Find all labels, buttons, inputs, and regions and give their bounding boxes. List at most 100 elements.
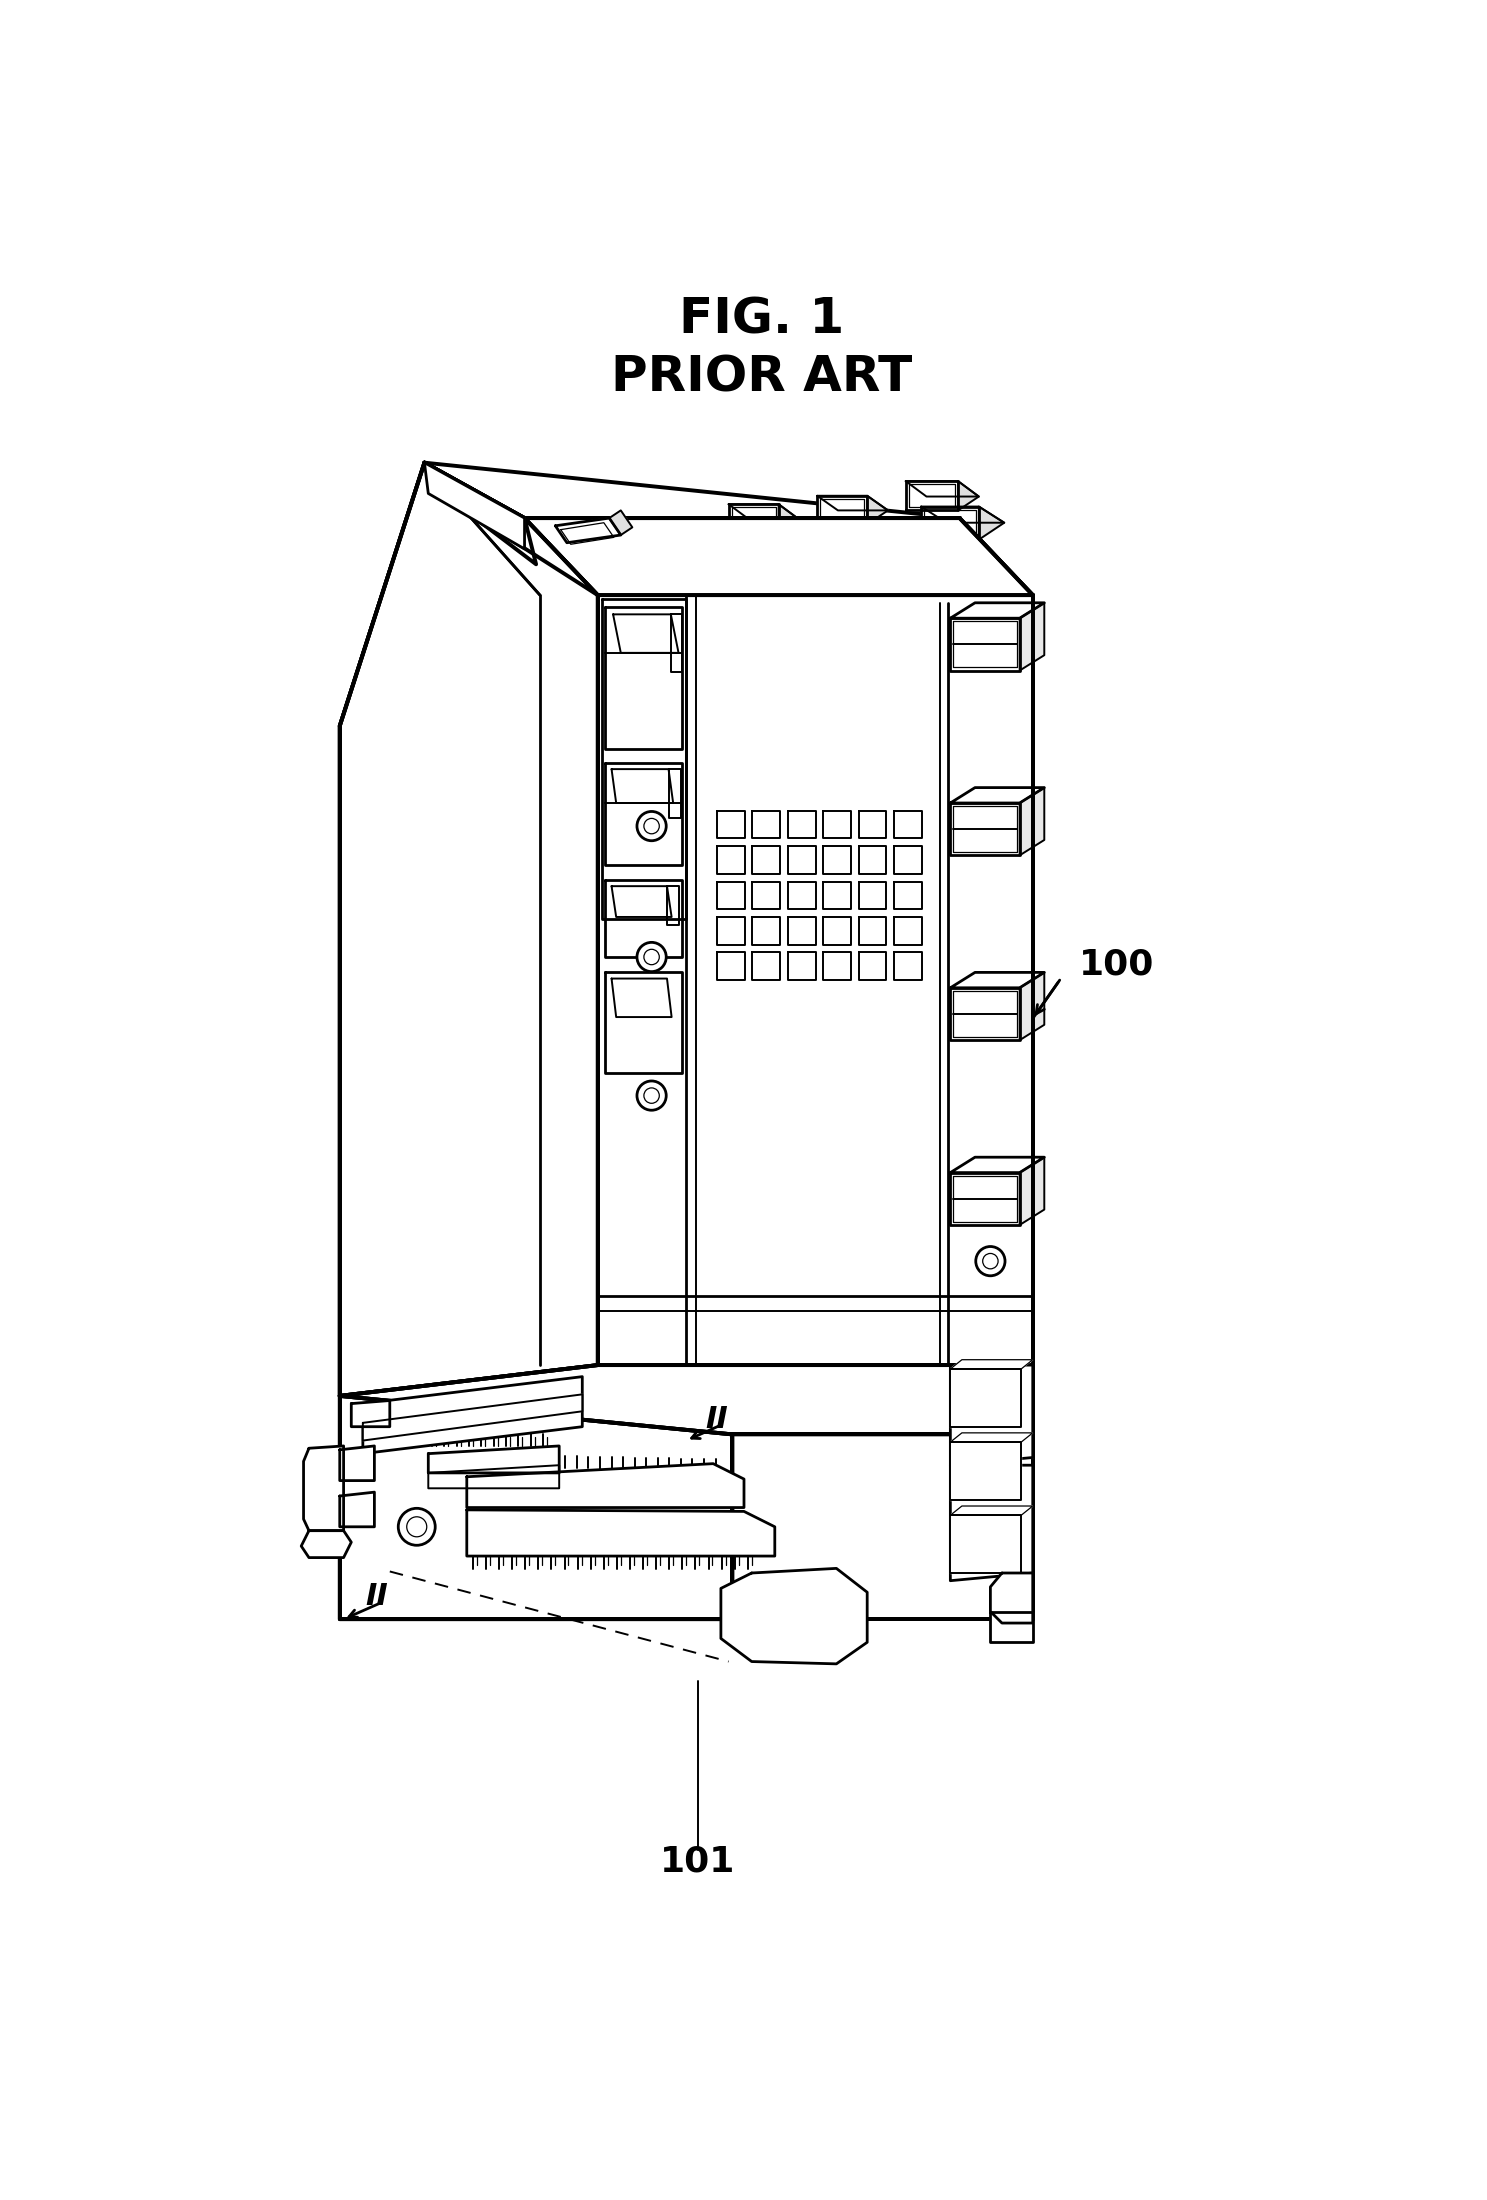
Polygon shape — [598, 594, 1033, 1364]
Polygon shape — [339, 462, 1033, 1397]
Polygon shape — [729, 530, 815, 548]
Polygon shape — [339, 1364, 1033, 1434]
Polygon shape — [611, 979, 672, 1016]
Polygon shape — [669, 770, 681, 818]
Polygon shape — [950, 603, 1044, 618]
Polygon shape — [858, 812, 886, 838]
Circle shape — [636, 812, 666, 840]
Polygon shape — [906, 482, 958, 510]
Polygon shape — [894, 847, 922, 873]
Polygon shape — [1020, 1157, 1044, 1225]
Polygon shape — [424, 462, 598, 594]
Polygon shape — [828, 519, 886, 552]
Polygon shape — [824, 953, 851, 981]
Polygon shape — [950, 972, 1044, 988]
Polygon shape — [717, 917, 745, 944]
Polygon shape — [1020, 972, 1044, 1041]
Polygon shape — [752, 812, 781, 838]
Polygon shape — [950, 1465, 1033, 1580]
Text: II: II — [706, 1404, 729, 1434]
Polygon shape — [428, 1465, 559, 1487]
Polygon shape — [613, 614, 678, 653]
Polygon shape — [950, 1443, 1022, 1500]
Polygon shape — [858, 882, 886, 909]
Polygon shape — [788, 847, 815, 873]
Polygon shape — [752, 953, 781, 981]
Polygon shape — [858, 847, 886, 873]
Polygon shape — [1020, 603, 1044, 671]
Polygon shape — [920, 506, 978, 539]
Text: FIG. 1: FIG. 1 — [680, 295, 845, 343]
Polygon shape — [906, 482, 978, 497]
Polygon shape — [428, 1445, 559, 1474]
Text: PRIOR ART: PRIOR ART — [611, 354, 913, 403]
Polygon shape — [339, 1445, 375, 1481]
Polygon shape — [752, 917, 781, 944]
Polygon shape — [605, 880, 683, 957]
Polygon shape — [424, 462, 525, 550]
Polygon shape — [788, 953, 815, 981]
Polygon shape — [717, 847, 745, 873]
Polygon shape — [894, 812, 922, 838]
Polygon shape — [950, 1157, 1044, 1173]
Polygon shape — [950, 788, 1044, 803]
Polygon shape — [950, 988, 1020, 1041]
Polygon shape — [858, 917, 886, 944]
Polygon shape — [467, 1509, 775, 1555]
Polygon shape — [339, 462, 598, 1397]
Circle shape — [975, 1247, 1005, 1276]
Polygon shape — [958, 482, 978, 510]
Polygon shape — [729, 504, 800, 519]
Polygon shape — [779, 504, 800, 535]
Polygon shape — [555, 517, 620, 543]
Polygon shape — [990, 1610, 1033, 1641]
Polygon shape — [717, 953, 745, 981]
Text: 101: 101 — [660, 1846, 736, 1879]
Polygon shape — [824, 882, 851, 909]
Polygon shape — [525, 517, 1033, 594]
Polygon shape — [818, 495, 888, 510]
Polygon shape — [611, 770, 674, 803]
Polygon shape — [950, 1173, 1020, 1225]
Polygon shape — [303, 1445, 343, 1531]
Polygon shape — [363, 1377, 583, 1454]
Polygon shape — [672, 552, 700, 594]
Text: 100: 100 — [1080, 948, 1154, 981]
Polygon shape — [351, 1401, 390, 1428]
Polygon shape — [302, 1531, 351, 1558]
Polygon shape — [605, 763, 683, 865]
Polygon shape — [950, 1364, 1033, 1465]
Polygon shape — [950, 803, 1020, 856]
Polygon shape — [611, 887, 672, 917]
Polygon shape — [950, 1507, 1033, 1516]
Polygon shape — [894, 917, 922, 944]
Polygon shape — [339, 1397, 733, 1619]
Polygon shape — [950, 618, 1020, 671]
Polygon shape — [525, 517, 1033, 594]
Polygon shape — [752, 847, 781, 873]
Polygon shape — [920, 506, 1004, 524]
Circle shape — [636, 942, 666, 972]
Polygon shape — [950, 1360, 1033, 1368]
Polygon shape — [950, 1516, 1022, 1573]
Polygon shape — [828, 519, 912, 537]
Polygon shape — [752, 882, 781, 909]
Polygon shape — [363, 1395, 583, 1441]
Polygon shape — [605, 607, 683, 748]
Polygon shape — [858, 953, 886, 981]
Polygon shape — [824, 917, 851, 944]
Polygon shape — [894, 953, 922, 981]
Polygon shape — [788, 812, 815, 838]
Polygon shape — [717, 882, 745, 909]
Polygon shape — [886, 519, 912, 552]
Polygon shape — [788, 917, 815, 944]
Polygon shape — [605, 972, 683, 1074]
Polygon shape — [717, 812, 745, 838]
Text: II: II — [366, 1582, 388, 1610]
Polygon shape — [894, 882, 922, 909]
Circle shape — [636, 1080, 666, 1111]
Polygon shape — [818, 495, 867, 524]
Polygon shape — [790, 530, 815, 563]
Polygon shape — [729, 530, 790, 563]
Polygon shape — [729, 504, 779, 535]
